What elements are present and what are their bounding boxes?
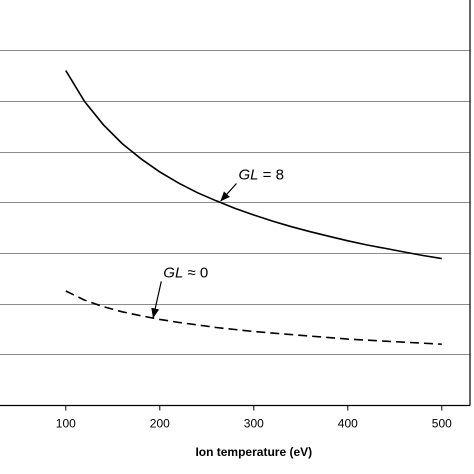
annotation-label-1: GL = 8	[239, 167, 284, 184]
x-ticks: 100 200 300 400 500	[56, 405, 452, 431]
annotation-arrow-1	[220, 183, 237, 202]
axes	[0, 0, 471, 407]
annotation-arrow-2	[151, 281, 162, 319]
x-axis-title: Ion temperature (eV)	[195, 445, 312, 459]
x-tick-label-500: 500	[432, 417, 452, 431]
gridlines	[0, 50, 470, 355]
series-line-1	[65, 70, 442, 260]
x-tick-label-300: 300	[244, 417, 264, 431]
x-tick-label-200: 200	[150, 417, 170, 431]
annotation-label-2: GL ≈ 0	[163, 264, 208, 281]
x-tick-label-100: 100	[56, 417, 76, 431]
series-lines	[65, 70, 442, 345]
x-tick-label-400: 400	[338, 417, 358, 431]
series-line-2	[65, 290, 442, 345]
annotations: GL = 8 GL ≈ 0	[151, 167, 284, 319]
